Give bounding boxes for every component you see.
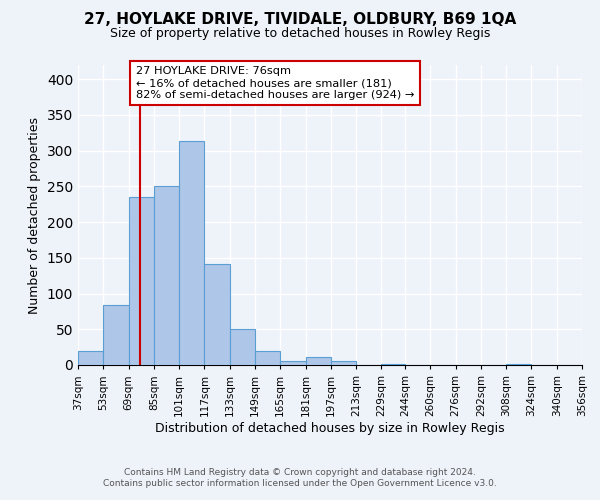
Bar bbox=[154, 186, 179, 365]
Bar bbox=[230, 330, 255, 365]
Bar bbox=[305, 357, 331, 365]
Bar bbox=[128, 197, 154, 365]
Text: Size of property relative to detached houses in Rowley Regis: Size of property relative to detached ho… bbox=[110, 28, 490, 40]
Bar bbox=[255, 350, 280, 365]
Bar bbox=[179, 142, 205, 365]
Bar bbox=[506, 364, 532, 365]
Text: Contains HM Land Registry data © Crown copyright and database right 2024.
Contai: Contains HM Land Registry data © Crown c… bbox=[103, 468, 497, 487]
Text: 27 HOYLAKE DRIVE: 76sqm
← 16% of detached houses are smaller (181)
82% of semi-d: 27 HOYLAKE DRIVE: 76sqm ← 16% of detache… bbox=[136, 66, 415, 100]
Bar bbox=[205, 264, 230, 365]
X-axis label: Distribution of detached houses by size in Rowley Regis: Distribution of detached houses by size … bbox=[155, 422, 505, 434]
Bar bbox=[331, 362, 356, 365]
Bar bbox=[382, 364, 405, 365]
Bar bbox=[78, 352, 103, 365]
Y-axis label: Number of detached properties: Number of detached properties bbox=[28, 116, 41, 314]
Bar bbox=[280, 362, 305, 365]
Bar bbox=[103, 305, 128, 365]
Text: 27, HOYLAKE DRIVE, TIVIDALE, OLDBURY, B69 1QA: 27, HOYLAKE DRIVE, TIVIDALE, OLDBURY, B6… bbox=[84, 12, 516, 28]
